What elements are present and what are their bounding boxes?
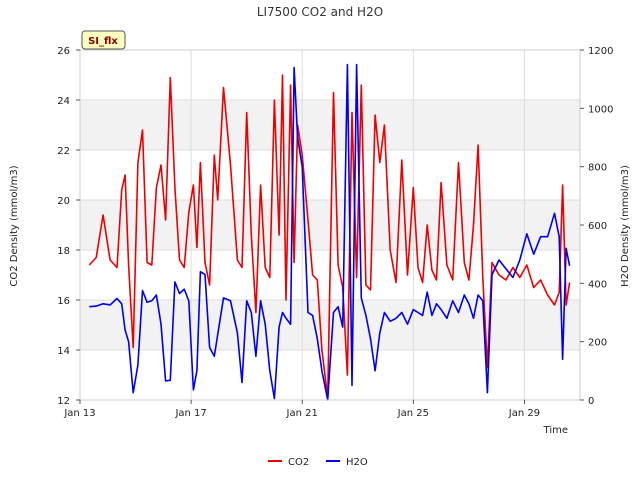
legend-label-h2o: H2O (346, 457, 368, 468)
legend: CO2 H2O (268, 457, 368, 468)
tick-label-left-20: 20 (57, 196, 70, 207)
tick-label-right-800: 800 (588, 163, 607, 174)
tick-label-x-4: Jan 29 (508, 408, 540, 419)
tick-label-x-2: Jan 21 (286, 408, 318, 419)
tick-label-x-1: Jan 17 (174, 408, 206, 419)
series-layer (88, 63, 571, 401)
tick-label-left-26: 26 (57, 46, 70, 57)
tick-label-left-22: 22 (57, 146, 70, 157)
tick-label-x-3: Jan 25 (397, 408, 429, 419)
tick-label-right-400: 400 (588, 279, 607, 290)
tick-label-left-16: 16 (57, 296, 70, 307)
tick-label-right-1000: 1000 (588, 104, 613, 115)
shaded-band-2 (80, 100, 580, 150)
badge-label: SI_flx (88, 36, 118, 47)
tick-label-left-14: 14 (57, 346, 70, 357)
chart-title: LI7500 CO2 and H2O (257, 5, 383, 19)
series-line-h2o (89, 63, 571, 401)
tick-label-right-200: 200 (588, 338, 607, 349)
tick-label-left-18: 18 (57, 246, 70, 257)
series-line-co2 (88, 74, 571, 399)
y-axis-left-title: CO2 Density (mmol/m3) (9, 165, 20, 286)
tick-label-right-0: 0 (588, 396, 594, 407)
y-axis-right-title: H2O Density (mmol/m3) (620, 165, 631, 287)
plot-background (80, 50, 580, 400)
axes-layer: 12 14 16 18 20 22 24 26 0 200 400 600 800 1000 1200 Jan… (57, 46, 613, 419)
tick-label-left-12: 12 (57, 396, 70, 407)
badge-box (81, 30, 126, 50)
tick-label-right-600: 600 (588, 221, 607, 232)
legend-label-co2: CO2 (288, 457, 309, 468)
tick-label-left-24: 24 (57, 96, 70, 107)
tick-label-x-0: Jan 13 (63, 408, 95, 419)
x-axis-title: Time (543, 425, 568, 436)
tick-label-right-1200: 1200 (588, 46, 613, 57)
badge: SI_flx (81, 30, 126, 50)
